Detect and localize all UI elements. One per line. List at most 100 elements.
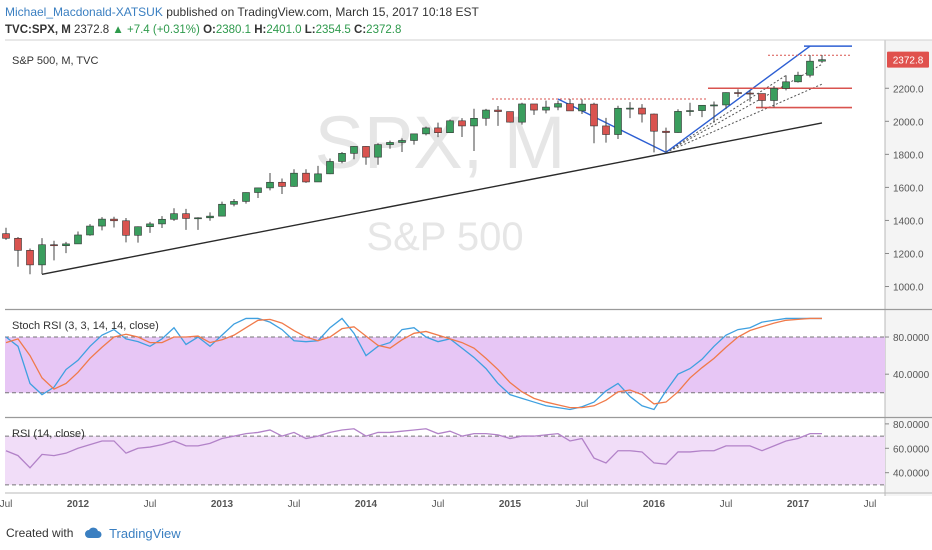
stoch-series-line bbox=[5, 317, 822, 411]
candle-body bbox=[158, 218, 166, 225]
candle-body bbox=[374, 144, 382, 158]
candle-body bbox=[254, 187, 262, 193]
candle-body bbox=[518, 103, 526, 123]
candle-body bbox=[722, 92, 730, 106]
high-label: H: bbox=[254, 24, 267, 36]
time-tick-label: Jul bbox=[576, 499, 589, 510]
last-price: 2372.8 bbox=[74, 24, 110, 36]
candle-body bbox=[530, 103, 538, 111]
candle-body bbox=[26, 250, 34, 266]
candle-body bbox=[326, 161, 334, 175]
candle-body bbox=[398, 140, 406, 143]
candle-body bbox=[494, 109, 502, 112]
candle-body bbox=[746, 92, 754, 95]
close-value: 2372.8 bbox=[366, 24, 402, 36]
candle-body bbox=[422, 127, 430, 135]
candle-body bbox=[674, 111, 682, 133]
candle-body bbox=[14, 237, 22, 251]
watermark-symbol: SPX, M bbox=[315, 101, 566, 184]
high-value: 2401.0 bbox=[266, 24, 302, 36]
tradingview-logo-icon bbox=[84, 527, 102, 539]
created-with-label: Created with bbox=[6, 526, 74, 540]
candle-body bbox=[50, 244, 58, 247]
author-link[interactable]: Michael_Macdonald-XATSUK bbox=[5, 5, 163, 19]
candle-body bbox=[230, 201, 238, 205]
candle-body bbox=[386, 142, 394, 145]
candle-body bbox=[578, 103, 586, 112]
candle-body bbox=[626, 107, 634, 110]
candle-body bbox=[638, 107, 646, 115]
rsi-tick-label: 60.0000 bbox=[893, 444, 930, 455]
rsi-band-fill bbox=[5, 436, 885, 485]
price-tick-label: 1200.0 bbox=[893, 249, 924, 260]
stoch-band-fill bbox=[5, 337, 885, 393]
tradingview-link[interactable]: TradingView bbox=[109, 526, 181, 542]
candle-body bbox=[710, 104, 718, 107]
time-tick-label: Jul bbox=[144, 499, 157, 510]
time-tick-label: Jul bbox=[288, 499, 301, 510]
candle-body bbox=[182, 213, 190, 219]
footer: Created with TradingView bbox=[6, 526, 181, 541]
candle-body bbox=[134, 226, 142, 236]
candle-body bbox=[506, 111, 514, 123]
close-label: C: bbox=[354, 24, 367, 36]
candle-body bbox=[74, 234, 82, 245]
candle-body bbox=[146, 223, 154, 228]
candle-body bbox=[266, 181, 274, 189]
candle-body bbox=[218, 203, 226, 217]
candle-body bbox=[434, 127, 442, 134]
published-text: published on TradingView.com, March 15, … bbox=[166, 5, 479, 19]
candle-body bbox=[242, 192, 250, 202]
rsi-tick-label: 80.0000 bbox=[893, 420, 930, 431]
price-tick-label: 1000.0 bbox=[893, 283, 924, 294]
publication-header: Michael_Macdonald-XATSUK published on Tr… bbox=[5, 5, 479, 19]
candle-body bbox=[566, 103, 574, 112]
stoch-series-line bbox=[5, 317, 822, 409]
candle-body bbox=[62, 243, 70, 247]
price-panel-title: S&P 500, M, TVC bbox=[12, 55, 98, 67]
candle-body bbox=[362, 146, 370, 158]
trendline bbox=[665, 74, 787, 153]
candle-body bbox=[2, 233, 10, 239]
candle-body bbox=[206, 215, 214, 219]
candle-body bbox=[770, 88, 778, 101]
price-tick-label: 2200.0 bbox=[893, 84, 924, 95]
candle-body bbox=[338, 153, 346, 162]
time-tick-label: Jul bbox=[720, 499, 733, 510]
candle-body bbox=[38, 244, 46, 266]
candle-body bbox=[734, 92, 742, 94]
price-tick-label: 2000.0 bbox=[893, 117, 924, 128]
time-tick-label: 2014 bbox=[355, 499, 378, 510]
candle-body bbox=[818, 59, 826, 62]
price-tick-label: 1800.0 bbox=[893, 150, 924, 161]
open-value: 2380.1 bbox=[215, 24, 252, 36]
price-change: ▲ +7.4 (+0.31%) bbox=[112, 24, 200, 36]
time-tick-label: 2012 bbox=[67, 499, 90, 510]
candle-body bbox=[782, 81, 790, 89]
time-tick-label: 2016 bbox=[643, 499, 666, 510]
candle-body bbox=[590, 103, 598, 127]
candle-body bbox=[650, 113, 658, 132]
time-tick-label: 2015 bbox=[499, 499, 522, 510]
price-tick-label: 1400.0 bbox=[893, 216, 924, 227]
candle-body bbox=[86, 225, 94, 236]
time-tick-label: Jul bbox=[432, 499, 445, 510]
candle-body bbox=[482, 109, 490, 119]
candle-body bbox=[122, 220, 130, 236]
candle-body bbox=[110, 218, 118, 222]
rsi-tick-label: 40.0000 bbox=[893, 469, 930, 480]
candle-body bbox=[446, 120, 454, 134]
low-value: 2354.5 bbox=[315, 24, 351, 36]
candle-body bbox=[806, 60, 814, 76]
last-price-label: 2372.8 bbox=[893, 56, 924, 67]
time-tick-label: 2017 bbox=[787, 499, 810, 510]
candle-body bbox=[686, 110, 694, 112]
candle-body bbox=[194, 217, 202, 220]
trendline bbox=[665, 83, 823, 153]
candle-body bbox=[350, 146, 358, 154]
candle-body bbox=[458, 120, 466, 127]
candle-body bbox=[758, 93, 766, 101]
candle-body bbox=[98, 218, 106, 227]
price-tick-label: 1600.0 bbox=[893, 183, 924, 194]
